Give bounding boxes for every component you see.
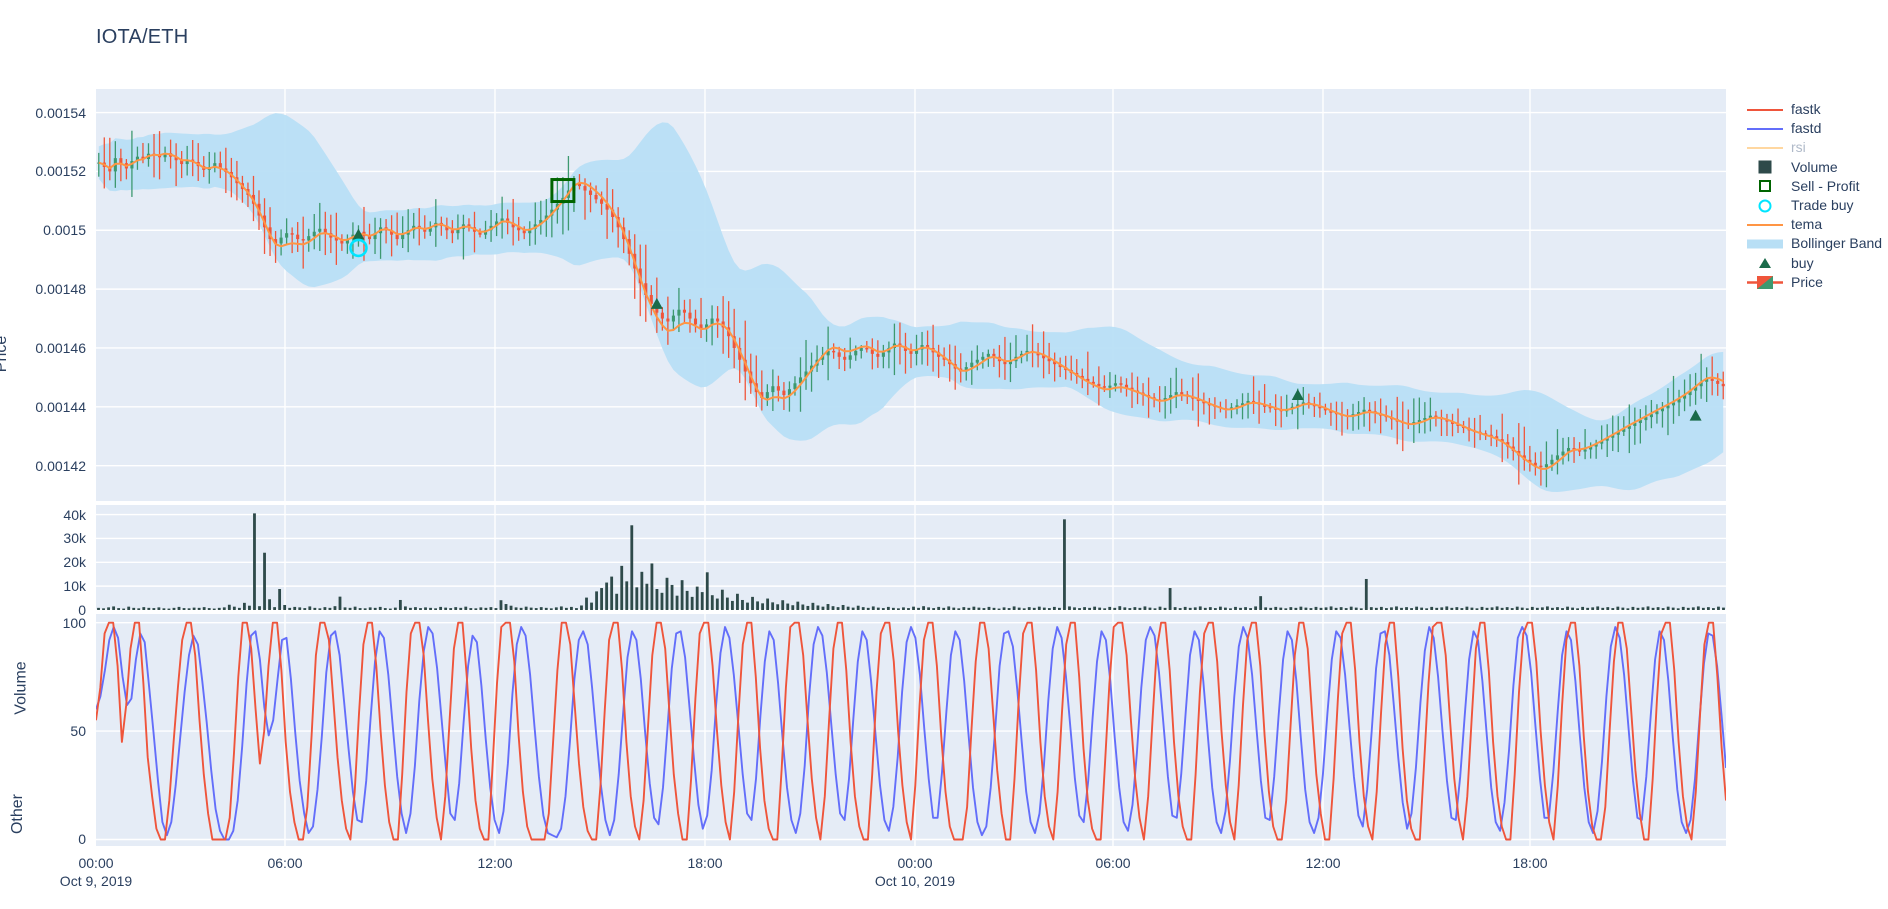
legend-label: Trade buy <box>1791 197 1854 214</box>
triangle-icon <box>1745 254 1785 273</box>
legend-label: tema <box>1791 216 1823 233</box>
x-tick-label: 00:00 Oct 9, 2019 <box>60 855 132 889</box>
x-tick-time: 00:00 <box>78 855 114 871</box>
candlestick-swatch <box>1747 275 1783 289</box>
legend-label: rsi <box>1791 139 1806 156</box>
fastk-line <box>96 621 1726 841</box>
candle-icon <box>1745 273 1785 292</box>
line-icon <box>1745 119 1785 138</box>
legend-item-volume[interactable]: Volume <box>1745 158 1888 177</box>
legend-label: fastd <box>1791 120 1822 137</box>
y-tick-label: 40k <box>63 506 86 523</box>
y-axis-title-volume: Volume <box>12 661 30 715</box>
y-axis-title-price: Price <box>0 335 11 373</box>
circle-open-swatch <box>1758 199 1772 213</box>
y-tick-label: 100 <box>62 614 86 631</box>
square-hollow-icon <box>1745 177 1785 196</box>
x-tick-label: 00:00 Oct 10, 2019 <box>875 855 955 889</box>
legend-item-rsi[interactable]: rsi <box>1745 138 1888 157</box>
x-tick-time: 12:00 <box>477 855 513 871</box>
sell-profit-marker <box>550 178 576 204</box>
y-tick-label: 0 <box>78 831 86 848</box>
legend-item-fastk[interactable]: fastk <box>1745 100 1888 119</box>
y-axis-title-other: Other <box>9 793 27 835</box>
y-tick-label: 0.00142 <box>35 457 86 474</box>
x-tick-time: 00:00 <box>897 855 933 871</box>
legend-item-fastd[interactable]: fastd <box>1745 119 1888 138</box>
square-open-swatch <box>1759 180 1771 193</box>
y-tick-label: 0.00144 <box>35 398 86 415</box>
buy-marker <box>650 297 663 309</box>
y-tick-label: 30k <box>63 530 86 547</box>
x-tick-date: Oct 9, 2019 <box>59 873 133 889</box>
legend-item-trade-buy[interactable]: Trade buy <box>1745 196 1888 215</box>
tema-line <box>98 152 1724 470</box>
volume-bar-series <box>97 513 1725 610</box>
buy-marker <box>1689 409 1702 421</box>
x-tick-time: 18:00 <box>687 855 723 871</box>
y-tick-label: 10k <box>63 578 86 595</box>
band-swatch <box>1747 239 1783 249</box>
legend-label: Sell - Profit <box>1791 177 1860 194</box>
volume-chart-panel[interactable] <box>96 505 1726 610</box>
x-tick-label: 06:00 <box>267 855 302 871</box>
line-icon <box>1745 100 1785 119</box>
circle-icon <box>1745 196 1785 215</box>
line-icon <box>1745 215 1785 234</box>
line-swatch <box>1747 223 1783 226</box>
y-tick-label: 20k <box>63 554 86 571</box>
line-icon <box>1745 138 1785 157</box>
price-chart-panel[interactable] <box>96 89 1726 501</box>
x-tick-label: 18:00 <box>1512 855 1547 871</box>
y-tick-label: 0.0015 <box>43 222 86 239</box>
x-tick-label: 06:00 <box>1095 855 1130 871</box>
x-tick-time: 18:00 <box>1512 855 1548 871</box>
other-chart-panel[interactable] <box>96 614 1726 846</box>
line-swatch <box>1747 127 1783 130</box>
legend-item-sell-profit[interactable]: Sell - Profit <box>1745 177 1888 196</box>
legend-label: buy <box>1791 254 1814 271</box>
triangle-swatch <box>1759 258 1771 269</box>
y-tick-label: 0 <box>78 602 86 618</box>
x-tick-label: 12:00 <box>1305 855 1340 871</box>
y-tick-label: 50 <box>70 723 86 740</box>
legend-item-buy[interactable]: buy <box>1745 254 1888 273</box>
line-swatch <box>1747 146 1783 149</box>
legend-label: fastk <box>1791 101 1821 118</box>
legend-label: Bollinger Band <box>1791 235 1883 252</box>
legend-label: Price <box>1791 273 1823 290</box>
y-tick-label: 0.00146 <box>35 339 86 356</box>
y-tick-label: 0.00154 <box>35 104 86 121</box>
page-title: IOTA/ETH <box>96 26 189 48</box>
legend-item-tema[interactable]: tema <box>1745 215 1888 234</box>
square-swatch <box>1758 160 1772 174</box>
trade-buy-marker <box>349 238 368 258</box>
x-tick-label: 18:00 <box>687 855 722 871</box>
y-tick-label: 0.00152 <box>35 163 86 180</box>
x-tick-time: 12:00 <box>1305 855 1341 871</box>
bollinger-band <box>98 113 1724 492</box>
x-tick-time: 06:00 <box>267 855 303 871</box>
square-icon <box>1745 158 1785 177</box>
legend-item-price[interactable]: Price <box>1745 273 1888 292</box>
legend-item-bollinger-band[interactable]: Bollinger Band <box>1745 234 1888 253</box>
band-icon <box>1745 234 1785 253</box>
y-tick-label: 0.00148 <box>35 281 86 298</box>
line-swatch <box>1747 108 1783 111</box>
x-tick-time: 06:00 <box>1095 855 1131 871</box>
fastd-line <box>96 626 1726 841</box>
chart-legend[interactable]: fastk fastd rsi Volume Sell - Profit Trade bu… <box>1745 100 1888 292</box>
buy-marker <box>1291 389 1304 401</box>
x-tick-label: 12:00 <box>477 855 512 871</box>
buy-marker <box>352 228 365 240</box>
x-tick-date: Oct 10, 2019 <box>874 873 956 889</box>
legend-label: Volume <box>1791 158 1838 175</box>
